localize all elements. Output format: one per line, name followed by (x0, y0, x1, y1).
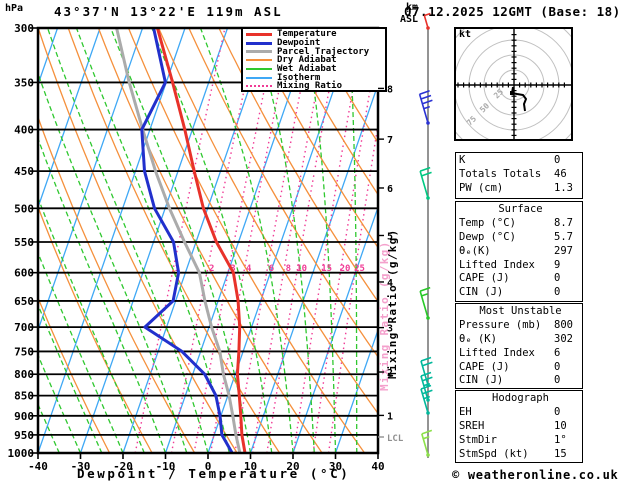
hodograph-unit-label: kt (459, 29, 471, 40)
right-side-layer: 8 7 6 5 4 3 2 1 LCL 255075 (0, 0, 629, 486)
wind-barb (422, 430, 432, 456)
wind-barb (424, 14, 430, 30)
km-tick-label: 2 (387, 368, 393, 379)
km-tick-label: 6 (387, 184, 393, 195)
lcl-label: LCL (387, 434, 404, 444)
sounding-chart-page: { "header": { "pressure_unit": "hPa", "s… (0, 0, 629, 486)
km-axis: 8 7 6 5 4 3 2 1 LCL (378, 84, 404, 444)
km-tick-label: 5 (387, 231, 393, 242)
hodograph-ring-label: 50 (478, 101, 491, 114)
wind-barb (420, 168, 431, 200)
km-tick-label: 4 (387, 278, 393, 289)
wind-barb (420, 91, 433, 125)
km-tick-label: 8 (387, 84, 393, 95)
wind-barb-column (420, 14, 433, 458)
hodograph-ring-label: 75 (465, 114, 478, 127)
km-tick-label: 7 (387, 135, 393, 146)
km-tick-label: 3 (387, 324, 393, 335)
hodograph-ring-label: 25 (492, 87, 505, 100)
km-tick-label: 1 (387, 411, 393, 422)
